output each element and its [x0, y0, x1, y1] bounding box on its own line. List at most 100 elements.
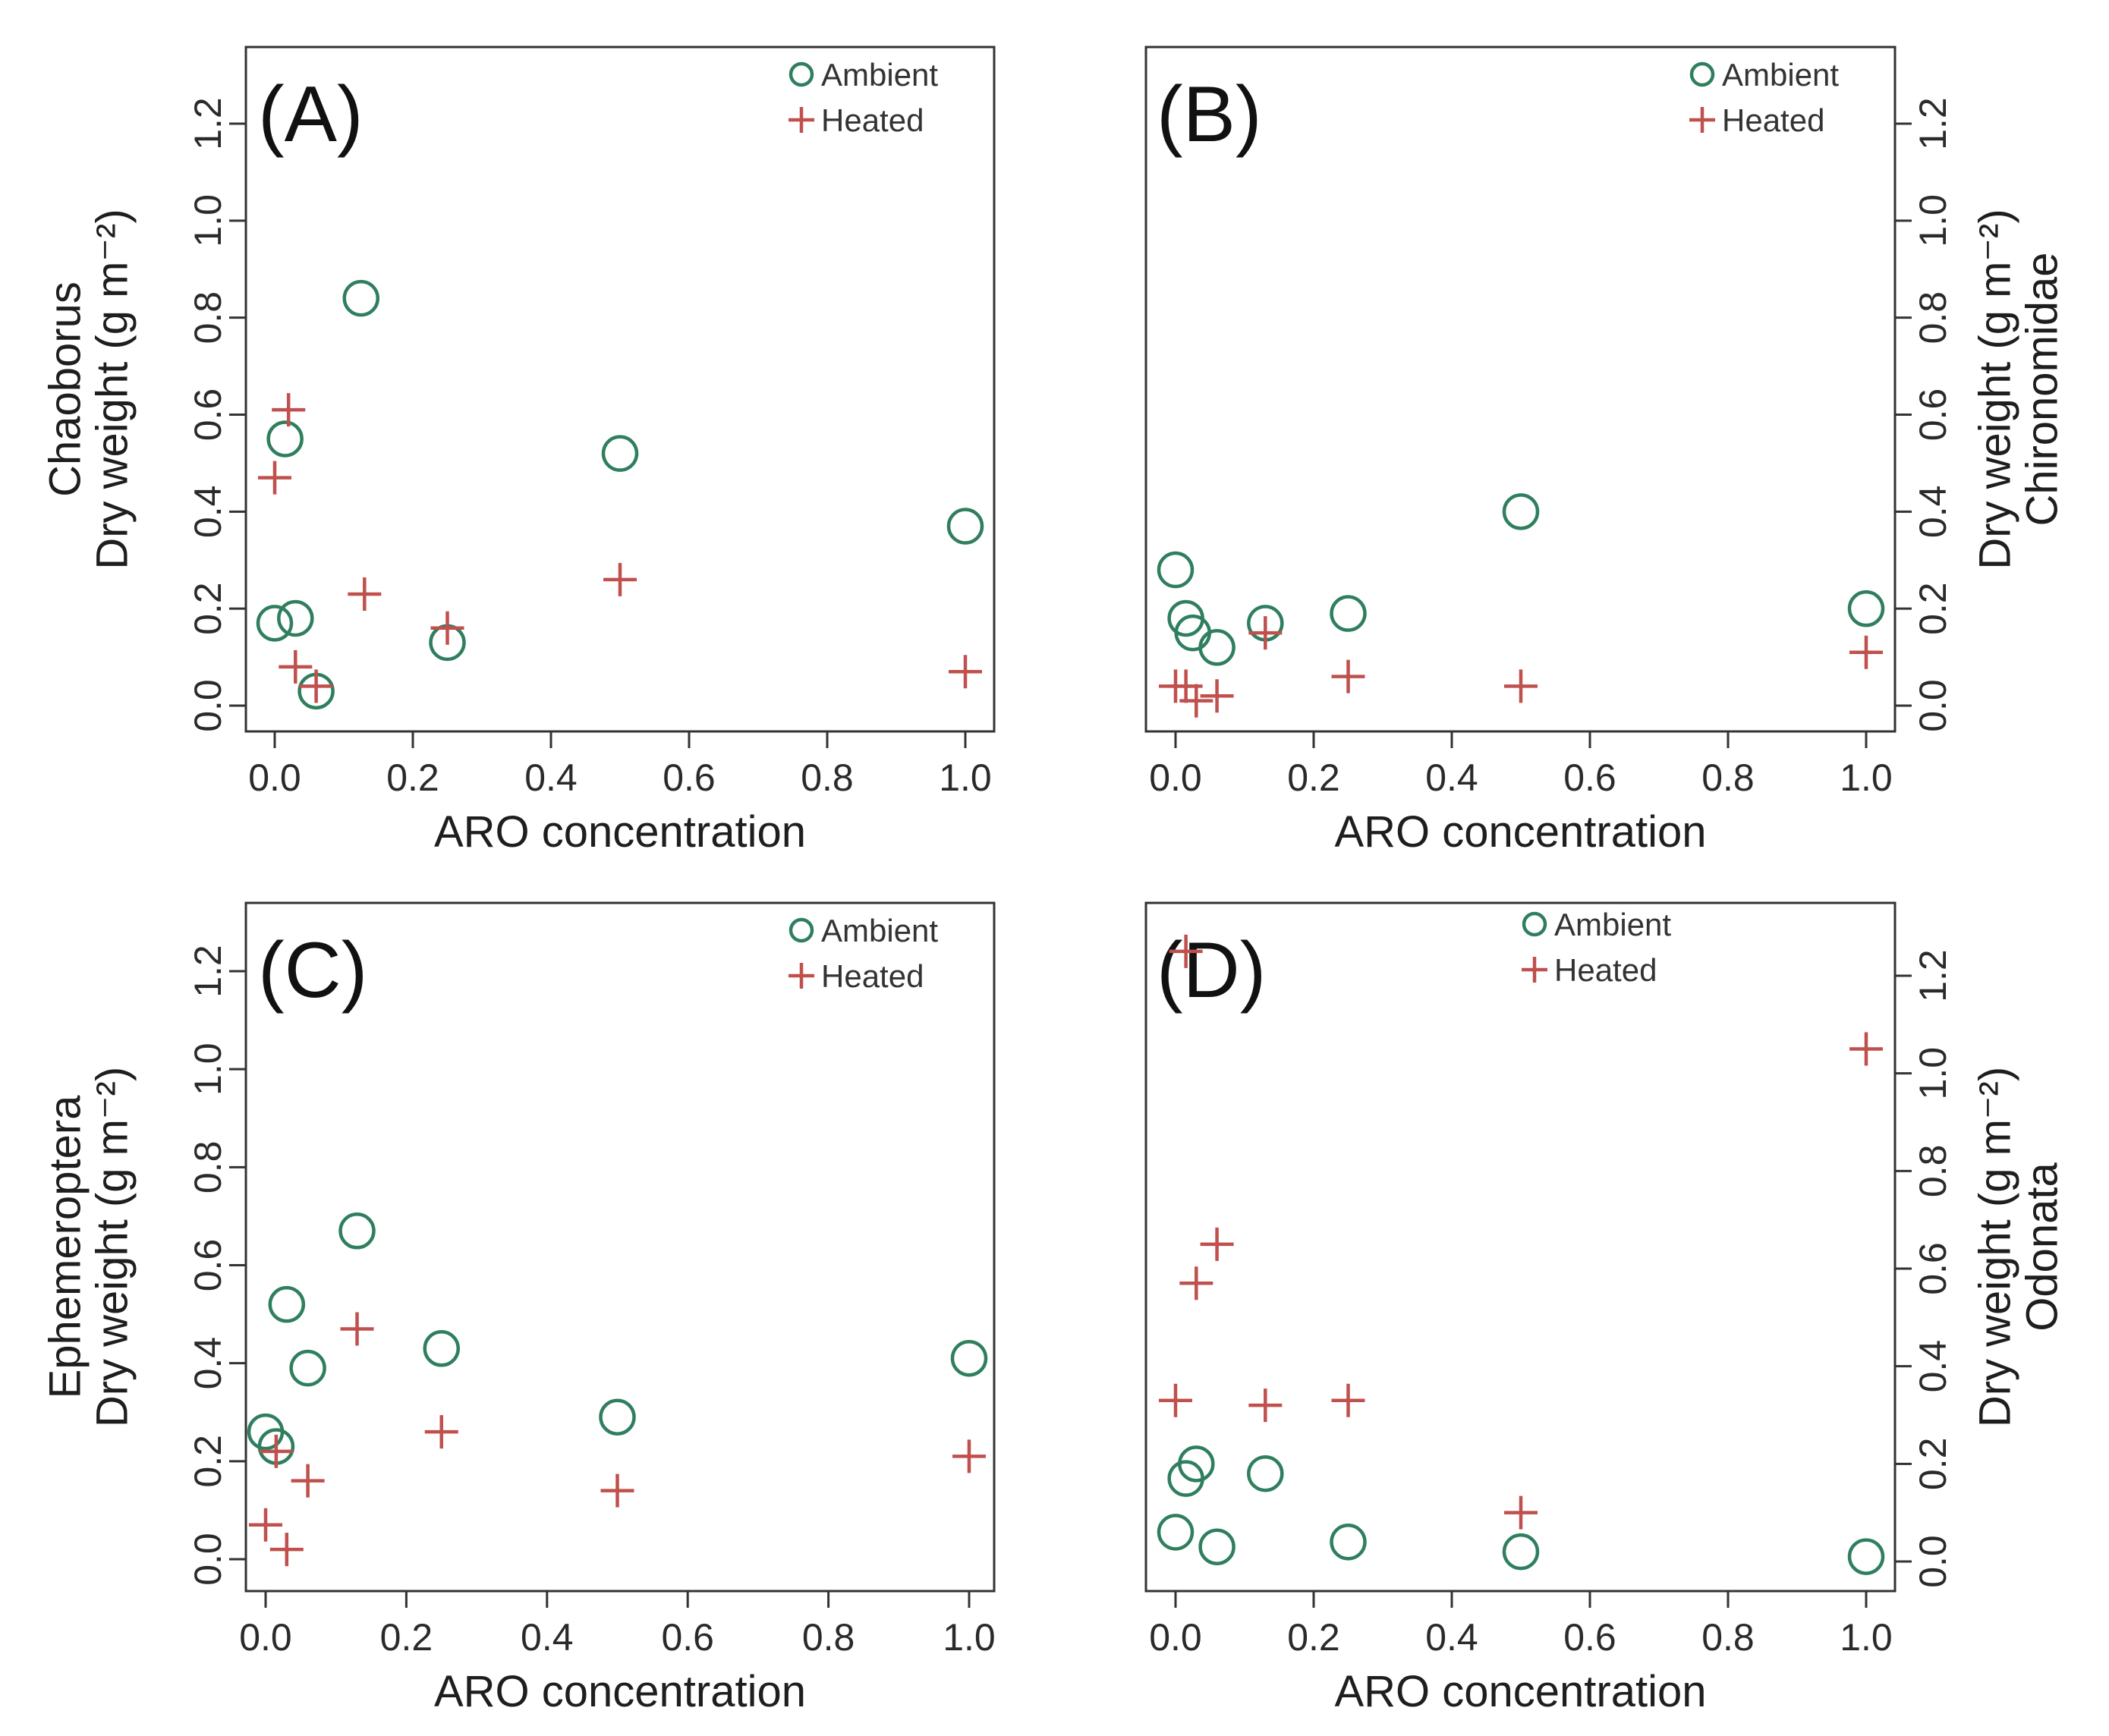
y-tick-label: 0.2	[187, 582, 229, 635]
ambient-point	[1198, 1528, 1235, 1565]
y-tick-label: 1.0	[187, 194, 229, 247]
heated-point	[249, 1508, 282, 1542]
x-axis-label: ARO concentration	[1334, 807, 1706, 857]
y-tick-label: 1.2	[1912, 949, 1954, 1002]
y-tick-label: 0.2	[1912, 582, 1954, 635]
ambient-point	[1330, 595, 1367, 632]
y-tick-label: 0.0	[1912, 1535, 1954, 1588]
ambient-point	[256, 605, 294, 642]
ambient-point	[1847, 1538, 1885, 1575]
heated-point	[340, 1312, 374, 1346]
heated-point	[259, 1434, 293, 1468]
ambient-point	[950, 1339, 988, 1377]
y-tick-label: 0.4	[1912, 1340, 1954, 1393]
y-tick-label: 1.2	[187, 97, 229, 150]
x-tick-label: 0.0	[239, 1616, 292, 1659]
y-tick-label: 0.6	[1912, 388, 1954, 442]
x-tick-label: 0.6	[1563, 756, 1616, 799]
x-tick-label: 1.0	[1840, 756, 1893, 799]
heated-point	[430, 611, 464, 645]
x-tick-label: 0.6	[661, 1616, 714, 1659]
y-tick-label: 1.0	[187, 1043, 229, 1096]
y-tick-label: 1.2	[187, 945, 229, 998]
panel-label: (B)	[1157, 71, 1262, 159]
legend-ambient-marker	[789, 61, 814, 87]
heated-point	[272, 393, 306, 427]
heated-point	[600, 1473, 634, 1508]
ambient-point	[1502, 1533, 1540, 1571]
x-axis-label: ARO concentration	[434, 1667, 806, 1716]
ambient-point	[342, 279, 379, 317]
ambient-point	[277, 599, 314, 637]
legend-ambient-marker	[1689, 61, 1715, 87]
ambient-point	[1157, 551, 1195, 589]
y-tick-label: 0.2	[1912, 1438, 1954, 1491]
heated-point	[299, 669, 333, 703]
y-tick-label: 0.4	[187, 486, 229, 539]
x-tick-label: 0.2	[386, 756, 439, 799]
legend-ambient-marker	[789, 917, 814, 943]
legend-heated-marker	[789, 963, 814, 989]
x-tick-label: 0.4	[1425, 756, 1478, 799]
x-tick-label: 0.6	[663, 756, 716, 799]
y-tick-label: 0.0	[187, 679, 229, 732]
x-tick-label: 1.0	[1840, 1616, 1893, 1659]
y-tick-label: 1.2	[1912, 97, 1954, 150]
ambient-point	[1502, 493, 1540, 530]
x-tick-label: 0.0	[1149, 756, 1202, 799]
ambient-point	[1157, 1514, 1195, 1551]
ambient-point	[289, 1349, 326, 1387]
heated-point	[1849, 635, 1883, 669]
x-axis-label: ARO concentration	[434, 807, 806, 857]
ambient-point	[1178, 1445, 1215, 1483]
heated-point	[1200, 679, 1234, 713]
ambient-point	[1330, 1524, 1367, 1561]
panel-b: 0.0 0.2 0.4 0.6 0.8 1.0 0.0 0.2 0.4 0.6 0.8 1.0 1.2 A…	[1144, 46, 2067, 857]
ambient-point	[268, 1285, 306, 1323]
ambient-point	[946, 508, 984, 545]
legend-heated-label: Heated	[821, 958, 924, 994]
x-tick-label: 0.8	[802, 1616, 855, 1659]
y-tick-label: 0.6	[187, 1239, 229, 1292]
ambient-point	[1198, 629, 1235, 666]
x-tick-label: 0.4	[521, 1616, 574, 1659]
plot-frame	[244, 901, 996, 1593]
heated-point	[279, 649, 313, 684]
x-tick-label: 0.2	[1287, 1616, 1340, 1659]
y-axis-taxon-label: Chironomidae	[2018, 252, 2067, 526]
y-axis-unit-label: Dry weight (g m⁻²)	[88, 209, 137, 569]
legend-ambient-label: Ambient	[821, 913, 938, 948]
y-axis-unit-label: Dry weight (g m⁻²)	[88, 1067, 137, 1427]
x-tick-label: 0.2	[1287, 756, 1340, 799]
heated-point	[424, 1415, 458, 1449]
heated-point	[1159, 1383, 1192, 1417]
y-tick-label: 0.2	[187, 1435, 229, 1488]
x-tick-label: 0.8	[1701, 756, 1755, 799]
heated-point	[291, 1464, 325, 1498]
y-tick-label: 1.0	[1912, 194, 1954, 247]
x-tick-label: 0.8	[801, 756, 854, 799]
heated-point	[1504, 669, 1538, 703]
heated-point	[258, 461, 291, 495]
x-axis-label: ARO concentration	[1334, 1667, 1706, 1716]
heated-point	[269, 1533, 304, 1567]
x-tick-label: 0.4	[524, 756, 578, 799]
ambient-point	[423, 1330, 460, 1367]
legend-heated-label: Heated	[1554, 952, 1657, 988]
y-tick-label: 0.6	[1912, 1242, 1954, 1295]
panel-label: (A)	[258, 71, 364, 159]
heated-point	[1331, 1383, 1365, 1417]
plot-frame	[1144, 46, 1897, 733]
heated-point	[1849, 1032, 1883, 1066]
y-axis-taxon-label: Odonata	[2018, 1162, 2067, 1332]
ambient-point	[599, 1398, 636, 1436]
ambient-point	[266, 420, 304, 458]
legend-ambient-label: Ambient	[821, 57, 938, 93]
ambient-point	[1847, 590, 1885, 627]
y-tick-label: 0.8	[187, 1141, 229, 1194]
y-axis-unit-label: Dry weight (g m⁻²)	[1971, 209, 2020, 569]
y-axis-unit-label: Dry weight (g m⁻²)	[1971, 1067, 2020, 1427]
y-tick-label: 1.0	[1912, 1047, 1954, 1100]
legend-ambient-marker	[1522, 911, 1547, 937]
